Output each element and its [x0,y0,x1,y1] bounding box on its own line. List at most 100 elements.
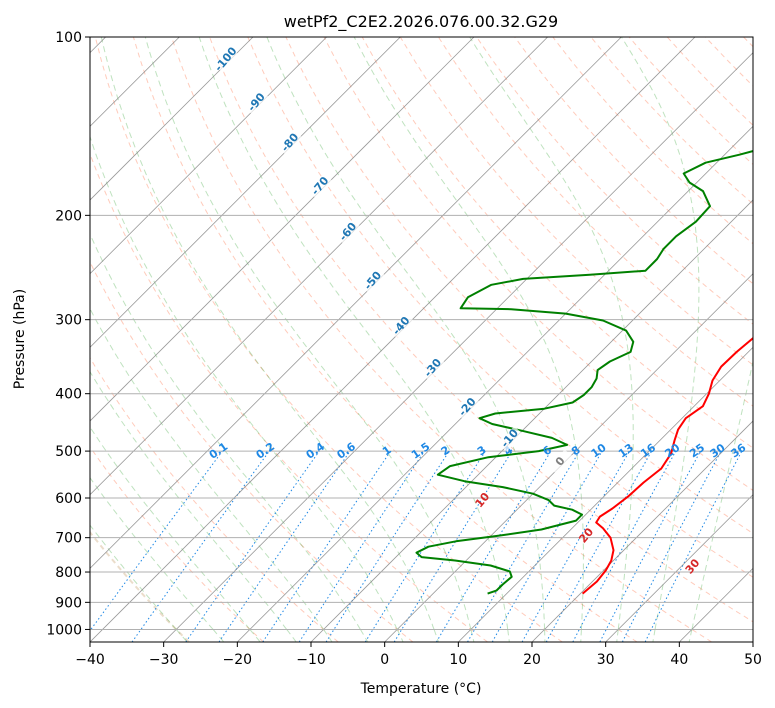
moist-adiabat-line [212,629,225,642]
dry-adiabat-line [209,37,753,623]
isotherm-line [90,37,548,496]
isotherm-line [163,52,753,642]
y-tick-label: 1000 [46,622,82,638]
isotherm-label-backdrop [498,426,523,452]
moist-adiabat-line [691,359,753,630]
x-axis-title: Temperature (°C) [360,681,482,697]
y-tick-label: 800 [55,565,82,581]
moist-adiabat-line [266,37,546,630]
x-tick-label: −30 [149,652,179,668]
mixing-ratio-line [325,450,450,642]
dry-adiabat-line [399,37,753,407]
isotherm-line [90,37,327,275]
mixing-ratio-line [572,450,677,642]
isotherm-label-backdrop [308,173,333,200]
moist-adiabat-line [621,37,700,630]
dry-adiabat-line [94,37,563,642]
x-tick-label: 30 [597,652,615,668]
mixing-ratio-line [262,450,392,642]
isotherms [90,37,753,642]
isotherm-label-backdrop [214,47,239,73]
isotherm-line [384,273,753,642]
isotherm-label-backdrop [361,268,386,294]
pressure-gridlines [90,37,753,630]
x-tick-label: 0 [380,652,389,668]
dry-adiabat-line [90,530,190,642]
y-tick-label: 400 [55,387,82,403]
isotherm-line [90,37,254,201]
isotherm-line [531,420,753,642]
sounding-profiles [415,150,753,595]
y-tick-label: 700 [55,531,82,547]
dry-adiabat-line [90,446,264,642]
moist-adiabat-line [396,629,404,642]
mixing-ratio-line [298,450,425,642]
mixing-ratio-line [521,450,630,642]
dewpoint-profile-line [415,150,753,595]
y-tick-label: 100 [55,30,82,46]
moist-adiabat-line [90,476,214,630]
y-tick-label: 900 [55,595,82,611]
dry-adiabats [90,37,753,642]
isotherm-line [90,37,696,642]
isotherm-label-backdrop [245,90,270,116]
moist-adiabat-line [688,629,693,642]
x-tick-label: −10 [296,652,326,668]
moist-adiabat-line [616,629,619,642]
mixing-ratio-line [545,450,653,642]
isotherm-label-backdrop [549,449,573,475]
x-tick-label: 50 [744,652,762,668]
moist-adiabat-line [286,629,297,642]
x-tick-label: 40 [670,652,688,668]
y-tick-label: 600 [55,491,82,507]
isotherm-line [605,494,753,642]
y-tick-label: 300 [55,313,82,329]
moist-adiabat-line [144,37,472,630]
isotherm-line [458,346,753,642]
moist-adiabat-line [580,629,582,642]
mixing-ratio-lines [90,450,743,642]
plot-frame [89,36,754,643]
x-tick-label: −40 [75,652,105,668]
isotherm-label-backdrop [336,219,361,246]
moist-adiabat-line [469,37,634,630]
dry-adiabat-line [90,356,339,642]
moist-adiabat-line [90,307,324,630]
y-axis-title: Pressure (hPa) [12,289,28,389]
moist-adiabat-line [90,135,398,630]
y-tick-label: 500 [55,444,82,460]
mixing-ratio-line [393,450,513,642]
y-axis: 100 200 300 400 500 600 700 800 900 1000 [46,30,90,638]
isotherm-line [90,37,475,422]
isotherm-line [90,37,622,569]
dry-adiabat-line [132,37,638,642]
moist-adiabat-line [175,629,188,642]
dry-adiabat-line [247,37,753,578]
x-tick-label: −20 [223,652,253,668]
moist-adiabat-line [359,629,369,642]
x-tick-label: 10 [449,652,467,668]
isotherm-label-backdrop [421,355,446,382]
moist-adiabat-line [90,370,288,630]
moist-adiabat-line [470,629,475,642]
moist-adiabat-line [433,629,439,642]
mixing-ratio-line [644,450,743,642]
moist-adiabat-line [323,629,333,642]
dry-adiabat-line [361,37,753,449]
mixing-ratio-line [185,450,320,642]
x-axis: −40 −30 −20 −10 0 10 20 30 40 50 [75,642,762,668]
dry-adiabat-line [514,37,753,285]
mixing-ratio-line [218,450,351,642]
isotherm-line [310,199,753,642]
isotherm-label-backdrop [278,130,303,156]
moist-adiabat-line [90,426,251,630]
mixing-ratio-line [90,450,223,632]
isotherm-label-backdrop [390,313,414,340]
chart-title: wetPf2_C2E2.2026.076.00.32.G29 [284,12,558,32]
moist-adiabat-line [353,37,584,630]
moist-adiabat-line [100,37,435,630]
x-tick-label: 20 [523,652,541,668]
